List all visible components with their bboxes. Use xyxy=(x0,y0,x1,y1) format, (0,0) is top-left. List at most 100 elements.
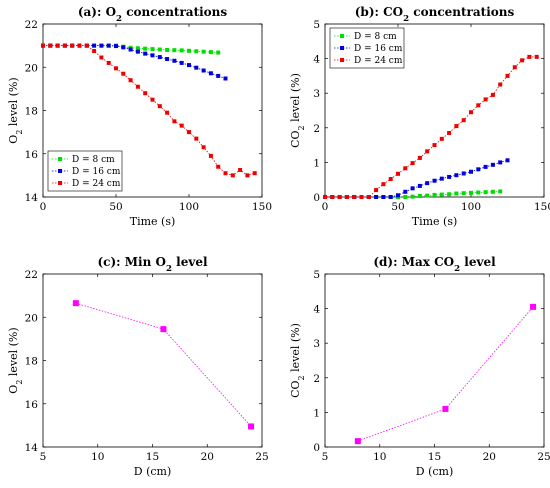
series-line xyxy=(325,56,537,198)
data-point xyxy=(208,153,213,158)
x-tick-label: 15 xyxy=(146,451,159,463)
data-point xyxy=(143,46,148,51)
data-point xyxy=(172,119,177,124)
data-point xyxy=(454,191,459,196)
data-point xyxy=(469,110,473,115)
data-point xyxy=(92,49,97,54)
data-point xyxy=(216,164,221,169)
data-point xyxy=(323,195,327,199)
y-tick-label: 1 xyxy=(313,407,320,419)
data-point xyxy=(216,73,221,78)
legend-entry: D = 16 cm xyxy=(334,44,403,54)
data-point xyxy=(157,104,162,109)
data-point xyxy=(165,110,170,115)
y-tick-label: 18 xyxy=(25,356,38,368)
data-point xyxy=(99,55,104,60)
data-point xyxy=(99,43,104,48)
legend-entry: D = 24 cm xyxy=(52,179,121,189)
data-point xyxy=(490,92,495,97)
data-point xyxy=(410,161,415,166)
data-point xyxy=(366,195,371,199)
data-point xyxy=(498,160,503,165)
data-point xyxy=(157,55,162,60)
data-point xyxy=(157,47,162,52)
x-tick-label: 5 xyxy=(322,451,329,463)
data-point xyxy=(417,155,422,160)
data-point xyxy=(150,47,155,52)
legend-entry: D = 24 cm xyxy=(334,56,403,66)
data-point xyxy=(223,171,228,176)
series-line xyxy=(357,306,534,442)
data-point xyxy=(194,65,199,70)
x-tick-label: 100 xyxy=(461,201,481,213)
y-tick-label: 18 xyxy=(25,106,38,118)
y-tick-label: 2 xyxy=(313,373,320,385)
panel-b: (b): CO2 concentrations 0 50 100 150 0 1 2 3 4 5 Ti… xyxy=(289,5,550,228)
data-point xyxy=(490,162,495,167)
data-point xyxy=(483,97,488,102)
y-tick-label: 3 xyxy=(313,338,320,350)
x-tick-label: 50 xyxy=(391,201,404,213)
y-tick-label: 2 xyxy=(313,123,320,135)
series-1 xyxy=(72,300,255,430)
data-point xyxy=(160,326,167,333)
data-point xyxy=(208,71,213,76)
data-point xyxy=(179,60,184,65)
data-point xyxy=(48,43,53,48)
data-point xyxy=(374,188,379,193)
data-point xyxy=(344,195,349,199)
data-point xyxy=(128,78,133,83)
legend-swatch-marker xyxy=(340,58,344,62)
data-point xyxy=(330,195,335,199)
legend-label: D = 8 cm xyxy=(354,32,397,42)
data-point xyxy=(337,195,342,199)
data-point xyxy=(72,300,79,307)
x-tick-label: 150 xyxy=(534,201,550,213)
x-axis-label: D (cm) xyxy=(134,465,172,478)
data-point xyxy=(454,124,459,129)
data-point xyxy=(248,423,255,430)
data-point xyxy=(410,194,415,199)
y-tick-label: 20 xyxy=(25,312,38,324)
data-point xyxy=(469,169,473,174)
legend-label: D = 24 cm xyxy=(72,179,121,189)
data-point xyxy=(252,171,257,176)
data-point xyxy=(403,195,408,199)
data-point xyxy=(121,45,126,50)
x-axis-label: D (cm) xyxy=(416,465,454,478)
data-point xyxy=(201,49,206,54)
data-point xyxy=(216,50,221,55)
data-point xyxy=(469,190,473,195)
data-point xyxy=(135,46,140,51)
data-point xyxy=(476,167,481,172)
legend-entry: D = 8 cm xyxy=(52,155,115,165)
series-3 xyxy=(41,43,257,178)
data-point xyxy=(439,136,444,141)
y-axis-label: O2 level (%) xyxy=(7,327,24,393)
data-point xyxy=(92,43,97,48)
data-point xyxy=(447,192,452,197)
data-point xyxy=(179,48,184,53)
data-point xyxy=(230,173,235,178)
data-point xyxy=(352,195,357,199)
data-point xyxy=(135,49,140,54)
data-point xyxy=(388,177,393,182)
x-tick-label: 0 xyxy=(322,201,329,213)
data-point xyxy=(359,195,364,199)
data-point xyxy=(483,190,488,195)
data-point xyxy=(417,193,422,198)
data-point xyxy=(128,47,133,52)
data-point xyxy=(461,118,466,123)
chart-title: (d): Max CO2 level xyxy=(373,255,496,274)
y-axis-label: CO2 level (%) xyxy=(289,323,306,398)
x-axis-label: Time (s) xyxy=(130,215,176,228)
data-point xyxy=(425,193,430,198)
data-point xyxy=(461,171,466,176)
data-point xyxy=(432,178,437,183)
x-tick-label: 0 xyxy=(40,201,47,213)
data-point xyxy=(165,57,170,62)
data-point xyxy=(121,71,126,76)
series-2 xyxy=(41,43,228,81)
data-point xyxy=(84,43,89,48)
data-point xyxy=(135,84,140,89)
